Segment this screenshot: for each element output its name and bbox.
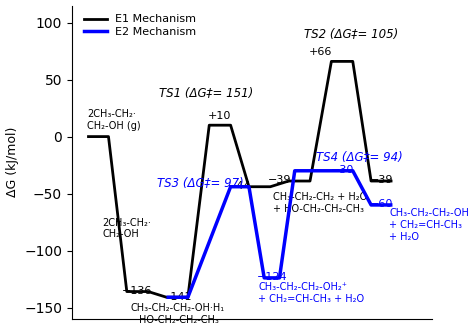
Text: 2CH₃-CH₂·
CH₂-OH (g): 2CH₃-CH₂· CH₂-OH (g) [87,109,141,131]
Text: CH₃-CH₂-CH₂-OH·H₁
·HO-CH₂-CH₂-CH₃: CH₃-CH₂-CH₂-OH·H₁ ·HO-CH₂-CH₂-CH₃ [130,303,224,325]
Text: −30: −30 [330,165,354,175]
Text: 2CH₃-CH₂·
CH₂-OH: 2CH₃-CH₂· CH₂-OH [102,217,151,239]
Y-axis label: ΔG (kJ/mol): ΔG (kJ/mol) [6,127,18,197]
Text: TS3 (ΔG‡= 97): TS3 (ΔG‡= 97) [157,177,244,190]
Text: −136: −136 [122,286,153,296]
Text: −39: −39 [370,175,393,185]
Text: +10: +10 [208,111,232,121]
Text: TS1 (ΔG‡= 151): TS1 (ΔG‡= 151) [159,87,253,100]
Text: TS4 (ΔG‡= 94): TS4 (ΔG‡= 94) [316,151,403,164]
Legend: E1 Mechanism, E2 Mechanism: E1 Mechanism, E2 Mechanism [81,11,200,40]
Text: −39: −39 [268,175,291,185]
Text: −60: −60 [370,199,393,209]
Text: CH₃-CH₂-CH₂-OH₂⁺
+ CH₂=CH-CH₃ + H₂O: CH₃-CH₂-CH₂-OH₂⁺ + CH₂=CH-CH₃ + H₂O [258,282,364,304]
Text: TS2 (ΔG‡= 105): TS2 (ΔG‡= 105) [304,28,398,41]
Text: CH₃-CH₂-CH₂-OH
+ CH₂=CH-CH₃
+ H₂O: CH₃-CH₂-CH₂-OH + CH₂=CH-CH₃ + H₂O [390,208,469,241]
Text: +66: +66 [309,47,332,57]
Text: −44: −44 [228,181,252,191]
Text: −141: −141 [162,292,192,302]
Text: CH₃-CH₂-CH₂ + H₂O
+ HO-CH₂-CH₂-CH₃: CH₃-CH₂-CH₂ + H₂O + HO-CH₂-CH₂-CH₃ [273,192,368,214]
Text: −124: −124 [256,272,287,282]
